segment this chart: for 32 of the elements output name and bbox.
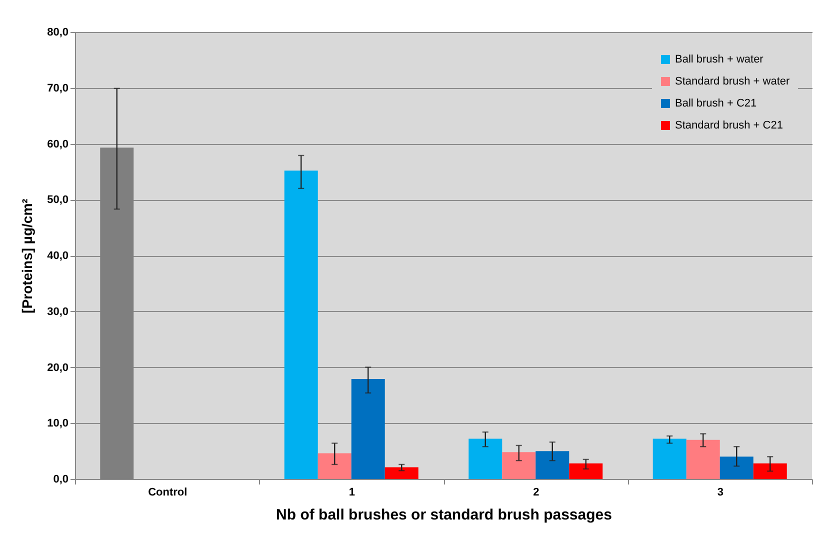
y-tick-label: 10,0 xyxy=(47,418,68,430)
bar xyxy=(569,463,603,479)
y-tick-label: 80,0 xyxy=(47,26,68,38)
y-tick-label: 60,0 xyxy=(47,138,68,150)
y-tick-label: 30,0 xyxy=(47,306,68,318)
x-axis-title: Nb of ball brushes or standard brush passages xyxy=(276,506,612,524)
bar xyxy=(536,451,570,479)
bar xyxy=(720,456,754,479)
x-tick-label: 1 xyxy=(348,486,355,498)
bar xyxy=(351,378,385,479)
y-axis-title: [Proteins] µg/cm² xyxy=(19,198,36,314)
bar xyxy=(686,440,720,479)
bar xyxy=(100,148,134,479)
legend-label: Ball brush + water xyxy=(675,54,764,66)
y-tick-label: 50,0 xyxy=(47,194,68,206)
x-tick-label: Control xyxy=(148,486,188,498)
y-tick-label: 70,0 xyxy=(47,82,68,94)
x-tick-label: 3 xyxy=(717,486,724,498)
bar xyxy=(753,463,787,479)
bar xyxy=(284,170,318,479)
bar xyxy=(318,453,352,479)
y-tick-label: 0,0 xyxy=(53,474,68,486)
legend-label: Standard brush + water xyxy=(675,76,790,88)
legend-label: Ball brush + C21 xyxy=(675,98,757,110)
legend-label: Standard brush + C21 xyxy=(675,120,783,132)
bar xyxy=(468,438,502,479)
bar xyxy=(384,467,418,479)
bar xyxy=(652,438,686,479)
y-tick-label: 40,0 xyxy=(47,250,68,262)
y-tick-label: 20,0 xyxy=(47,362,68,374)
bar xyxy=(502,452,536,479)
x-tick-label: 2 xyxy=(533,486,540,498)
